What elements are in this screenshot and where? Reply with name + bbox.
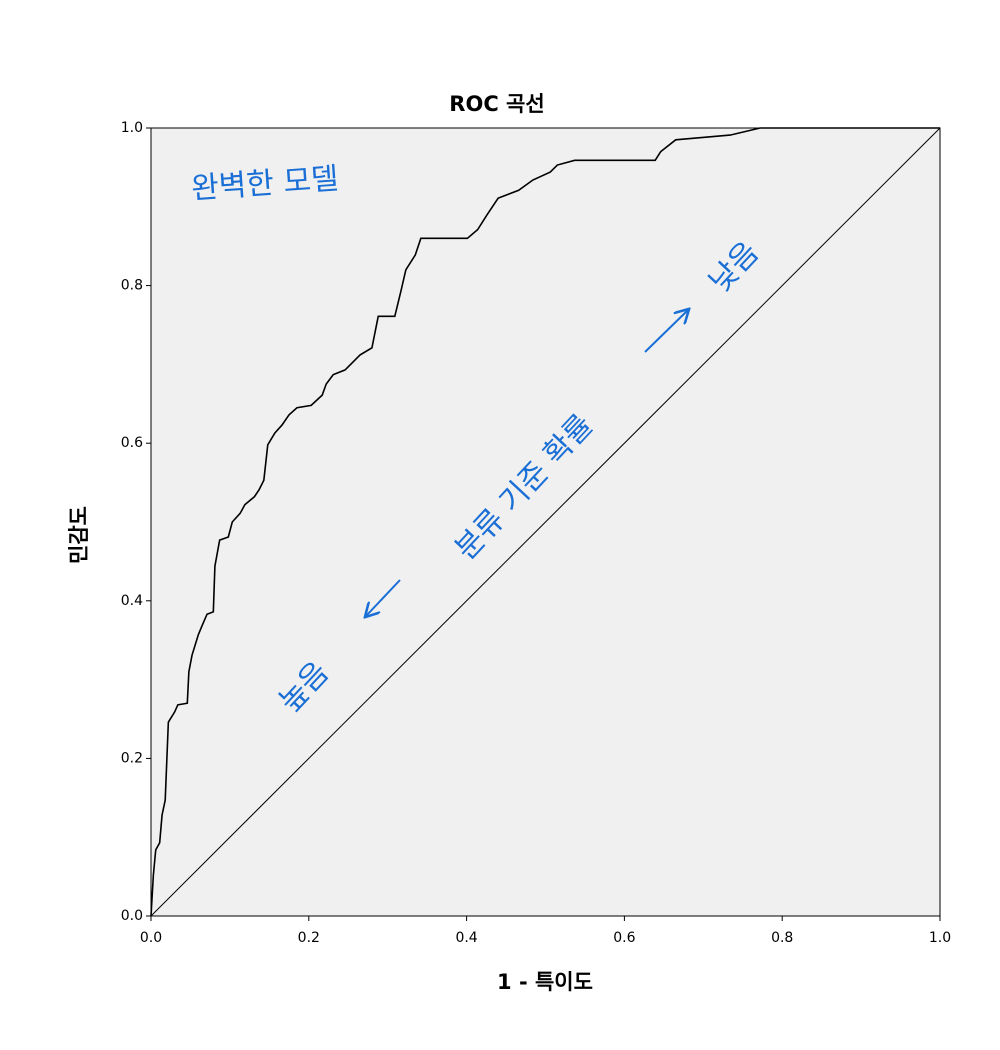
y-axis-label: 민감도 — [67, 506, 91, 564]
x-axis-label: 1 - 특이도 — [497, 970, 593, 994]
arrow — [366, 579, 401, 616]
y-tick-label: 0.4 — [121, 593, 143, 609]
chart-title: ROC 곡선 — [449, 92, 544, 116]
x-tick-label: 0.6 — [613, 930, 635, 946]
x-tick-label: 1.0 — [929, 930, 951, 946]
roc-curve — [150, 127, 940, 917]
y-tick-label: 0.2 — [121, 750, 143, 766]
y-tick-label: 0.8 — [121, 278, 143, 294]
x-tick-label: 0.4 — [455, 930, 477, 946]
reference-line — [150, 127, 941, 917]
y-tick-label: 1.0 — [121, 120, 143, 136]
x-tick-label: 0.8 — [771, 930, 793, 946]
y-tick-label: 0.0 — [121, 908, 143, 924]
arrow — [644, 310, 688, 353]
x-tick-label: 0.0 — [140, 930, 162, 946]
x-tick-label: 0.2 — [298, 930, 320, 946]
y-tick-label: 0.6 — [121, 435, 143, 451]
